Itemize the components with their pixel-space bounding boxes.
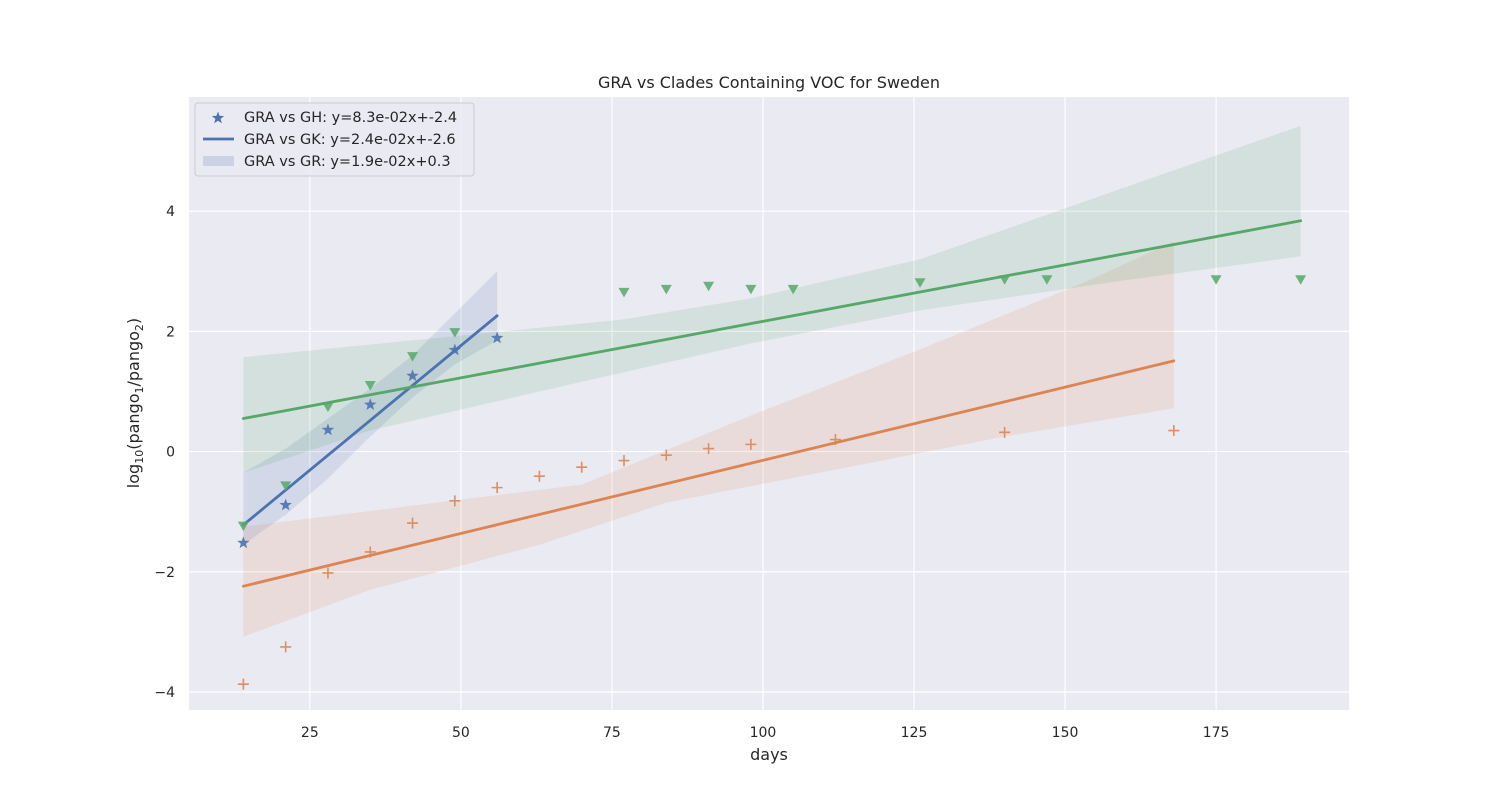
- data-point-gr: [999, 275, 1011, 285]
- data-point-gk: [491, 482, 503, 494]
- grid: [189, 97, 1349, 710]
- y-tick-label: −4: [154, 685, 175, 701]
- legend-band-swatch: [203, 156, 234, 166]
- data-point-gr: [280, 481, 292, 491]
- confidence-band-gk: [243, 241, 1174, 637]
- fit-line-gr: [241, 219, 1303, 420]
- data-point-gh: [237, 536, 250, 549]
- data-point-gk: [237, 678, 249, 690]
- plot-area: [189, 97, 1349, 710]
- legend-item-gh: GRA vs GH: y=8.3e-02x+-2.4: [211, 110, 457, 126]
- data-point-gk: [829, 434, 841, 446]
- data-point-gk: [999, 426, 1011, 438]
- data-point-gk: [703, 443, 715, 455]
- data-point-gr: [660, 284, 672, 295]
- data-point-gk: [660, 449, 672, 461]
- legend-box: [194, 102, 475, 177]
- data-point-gr: [449, 328, 461, 338]
- data-point-gk: [449, 495, 461, 507]
- data-point-gh: [321, 423, 335, 436]
- data-point-gr: [703, 281, 715, 292]
- tick-labels: 25 50 75 100 125 150 175 −4 −2 0 2 4: [154, 204, 1229, 741]
- x-tick-label: 175: [1203, 725, 1230, 741]
- legend-label-gk: GRA vs GK: y=2.4e-02x+-2.6: [244, 132, 456, 148]
- x-tick-label: 100: [750, 725, 777, 741]
- data-point-gr: [914, 278, 926, 288]
- data-points: [237, 275, 1307, 690]
- data-point-gr: [407, 352, 419, 362]
- x-tick-label: 25: [301, 725, 319, 741]
- confidence-bands: [243, 125, 1301, 637]
- data-point-gk: [618, 455, 630, 467]
- data-point-gr: [237, 521, 249, 532]
- x-axis-label: days: [750, 745, 788, 764]
- x-tick-label: 150: [1052, 725, 1079, 741]
- data-point-gr: [1210, 275, 1222, 285]
- data-point-gk: [407, 517, 419, 529]
- y-tick-label: 2: [166, 324, 175, 340]
- legend-label-gr: GRA vs GR: y=1.9e-02x+0.3: [244, 154, 451, 170]
- legend-item-gk: GRA vs GK: y=2.4e-02x+-2.6: [203, 132, 456, 148]
- fit-line-gk: [241, 359, 1176, 588]
- data-point-gr: [322, 402, 334, 413]
- y-tick-label: 4: [166, 204, 175, 220]
- data-point-gh: [406, 369, 419, 382]
- x-tick-label: 50: [452, 725, 470, 741]
- data-point-gr: [787, 284, 799, 295]
- y-tick-label: 0: [166, 445, 175, 461]
- data-point-gk: [1168, 425, 1180, 437]
- y-tick-label: −2: [154, 565, 175, 581]
- x-tick-label: 125: [901, 725, 928, 741]
- confidence-band-gr: [243, 125, 1301, 473]
- data-point-gr: [1041, 275, 1053, 285]
- data-point-gh: [490, 331, 504, 344]
- data-point-gk: [533, 470, 545, 482]
- data-point-gk: [322, 567, 334, 579]
- data-point-gk: [364, 546, 376, 558]
- data-point-gk: [745, 438, 757, 450]
- data-point-gr: [364, 380, 376, 391]
- data-point-gr: [618, 287, 630, 298]
- chart-title: GRA vs Clades Containing VOC for Sweden: [598, 73, 940, 92]
- data-point-gk: [576, 461, 588, 473]
- legend-label-gh: GRA vs GH: y=8.3e-02x+-2.4: [244, 110, 457, 126]
- star-marker-icon: [211, 111, 225, 124]
- data-point-gh: [448, 343, 462, 356]
- data-point-gk: [280, 641, 292, 653]
- confidence-band-gh: [243, 271, 498, 545]
- data-point-gh: [279, 498, 292, 511]
- legend-item-gr: GRA vs GR: y=1.9e-02x+0.3: [203, 154, 451, 170]
- data-point-gr: [1295, 275, 1307, 285]
- data-point-gh: [364, 398, 377, 410]
- legend: GRA vs GH: y=8.3e-02x+-2.4 GRA vs GK: y=…: [194, 102, 475, 177]
- x-tick-label: 75: [603, 725, 621, 741]
- data-point-gr: [745, 284, 757, 295]
- y-axis-label: log10(pango1/pango2): [124, 318, 146, 488]
